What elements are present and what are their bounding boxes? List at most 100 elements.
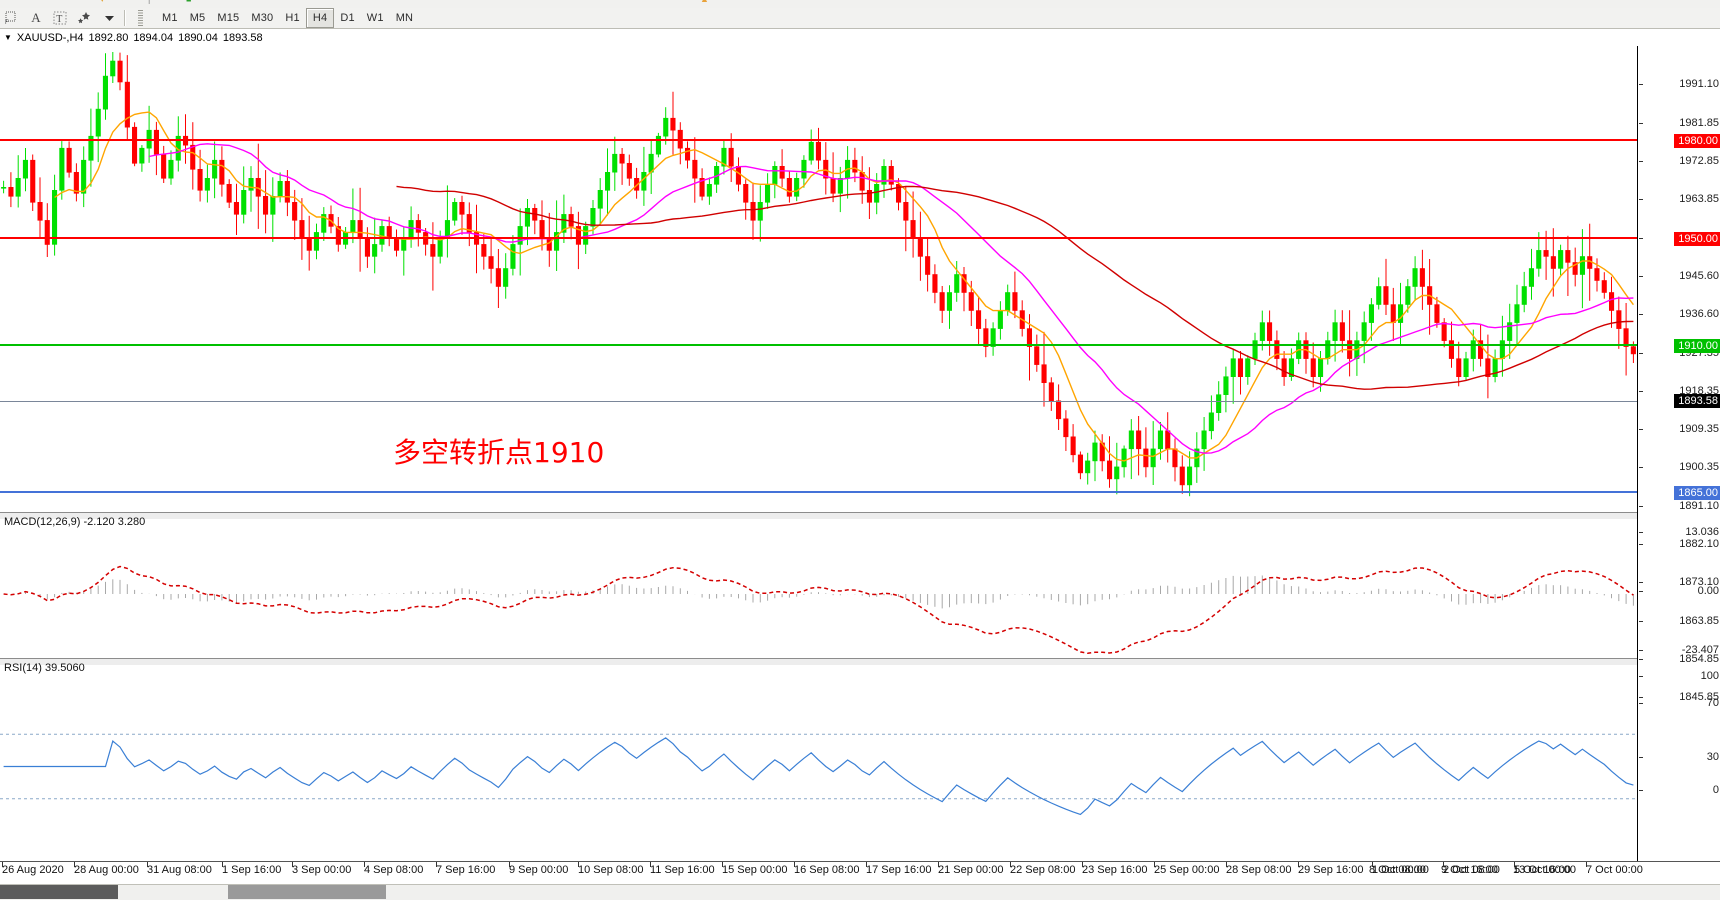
text-label-tool-icon[interactable]: T bbox=[49, 9, 71, 27]
time-tick bbox=[578, 862, 579, 867]
chart-menu-caret-icon[interactable]: ▼ bbox=[4, 33, 12, 42]
timeframe-mn[interactable]: MN bbox=[395, 12, 414, 24]
time-axis-label: 22 Sep 08:00 bbox=[1010, 864, 1076, 876]
level-line-1950[interactable] bbox=[0, 237, 1637, 239]
timeframe-w1[interactable]: W1 bbox=[366, 12, 384, 24]
time-tick bbox=[722, 862, 723, 867]
time-tick bbox=[1082, 862, 1083, 867]
objects-tool-icon[interactable] bbox=[73, 9, 97, 27]
price-tag-support-1865[interactable]: 1865.00 bbox=[1674, 486, 1720, 500]
time-tick bbox=[1010, 862, 1011, 867]
time-axis-label: 5 Oct 16:00 bbox=[1514, 864, 1571, 876]
price-tick bbox=[1639, 84, 1643, 85]
timeframe-h4[interactable]: H4 bbox=[305, 8, 335, 28]
time-tick bbox=[222, 862, 223, 867]
crosshair-icon[interactable]: F bbox=[1, 9, 23, 27]
macd-panel-header-band bbox=[0, 513, 1637, 519]
scale-tick bbox=[1639, 650, 1643, 651]
price-tag-current-price[interactable]: 1893.58 bbox=[1674, 394, 1720, 408]
time-axis-label: 31 Aug 08:00 bbox=[147, 864, 212, 876]
macd-scale-bottom: -23.407 bbox=[1681, 644, 1719, 656]
price-tick bbox=[1639, 276, 1643, 277]
chart-area[interactable]: 多空转折点1910 MACD(12,26,9) -2.120 3.280 RSI… bbox=[0, 46, 1720, 861]
time-tick bbox=[866, 862, 867, 867]
time-axis-label: 1 Sep 16:00 bbox=[222, 864, 282, 876]
time-axis[interactable]: 26 Aug 2020 28 Aug 00:00 31 Aug 08:00 1 Sep… bbox=[0, 861, 1720, 886]
timeframe-m15[interactable]: M15 bbox=[217, 12, 240, 24]
timeframe-m1[interactable]: M1 bbox=[162, 12, 178, 24]
chart-plot-surface[interactable]: 多空转折点1910 MACD(12,26,9) -2.120 3.280 RSI… bbox=[0, 46, 1637, 861]
time-tick bbox=[1372, 862, 1373, 867]
time-axis-label: 15 Sep 00:00 bbox=[722, 864, 788, 876]
macd-indicator-label: MACD(12,26,9) -2.120 3.280 bbox=[4, 516, 146, 528]
price-tag-resistance-1980[interactable]: 1980.00 bbox=[1674, 134, 1720, 148]
time-axis-label: 7 Oct 00:00 bbox=[1586, 864, 1643, 876]
objects-dropdown-icon[interactable] bbox=[99, 9, 119, 27]
toolbar-main: F A T bbox=[0, 8, 1720, 29]
price-tick bbox=[1639, 659, 1643, 660]
time-axis-label: 11 Sep 16:00 bbox=[650, 864, 715, 876]
status-connection-segment bbox=[228, 885, 386, 899]
price-tick bbox=[1639, 238, 1643, 239]
time-axis-label: 7 Sep 16:00 bbox=[436, 864, 496, 876]
svg-text:T: T bbox=[56, 14, 62, 25]
time-axis-label: 16 Sep 08:00 bbox=[794, 864, 860, 876]
level-line-1980[interactable] bbox=[0, 139, 1637, 141]
time-axis-label: 21 Sep 00:00 bbox=[938, 864, 1004, 876]
macd-series bbox=[3, 565, 1634, 655]
time-axis-label: 4 Sep 08:00 bbox=[364, 864, 424, 876]
text-tool-icon[interactable]: A bbox=[31, 10, 41, 25]
timeframe-m5[interactable]: M5 bbox=[189, 12, 206, 24]
price-axis-label: 1900.35 bbox=[1679, 461, 1719, 473]
scale-tick bbox=[1639, 591, 1643, 592]
price-tag-resistance-1950[interactable]: 1950.00 bbox=[1674, 232, 1720, 246]
price-tick bbox=[1639, 199, 1643, 200]
price-axis-label: 1945.60 bbox=[1679, 270, 1719, 282]
time-tick bbox=[1298, 862, 1299, 867]
toolbar-divider bbox=[124, 10, 126, 26]
level-line-1865[interactable] bbox=[0, 491, 1637, 493]
timeframe-h1[interactable]: H1 bbox=[285, 12, 300, 24]
chart-annotation-text[interactable]: 多空转折点1910 bbox=[393, 436, 605, 469]
price-axis-label: 1873.10 bbox=[1679, 576, 1719, 588]
rsi-scale-70: 70 bbox=[1706, 697, 1719, 709]
price-tick bbox=[1639, 467, 1643, 468]
price-tick bbox=[1639, 314, 1643, 315]
price-axis-label: 1972.85 bbox=[1679, 155, 1719, 167]
time-tick bbox=[74, 862, 75, 867]
price-axis[interactable]: 1991.101981.851972.851963.851954.601945.… bbox=[1637, 46, 1720, 861]
symbol-ohlc-header: ▼ XAUUSD-,H4 1892.80 1894.04 1890.04 189… bbox=[0, 30, 1720, 46]
rsi-panel-header-band bbox=[0, 659, 1637, 665]
price-axis-label: 1936.60 bbox=[1679, 308, 1719, 320]
time-tick bbox=[364, 862, 365, 867]
time-tick bbox=[292, 862, 293, 867]
scale-tick bbox=[1639, 703, 1643, 704]
time-tick bbox=[436, 862, 437, 867]
timeframe-group: M1 M5 M15 M30 H1 H4 D1 W1 MN bbox=[156, 8, 419, 28]
time-axis-label: 25 Sep 00:00 bbox=[1154, 864, 1220, 876]
rsi-scale-100: 100 bbox=[1700, 670, 1719, 682]
timeframe-d1[interactable]: D1 bbox=[340, 12, 355, 24]
timeframe-m30[interactable]: M30 bbox=[251, 12, 274, 24]
toolbar-grip[interactable] bbox=[131, 9, 151, 27]
level-line-1910[interactable] bbox=[0, 344, 1637, 346]
price-axis-label: 1863.85 bbox=[1679, 615, 1719, 627]
price-tag-pivot-1910[interactable]: 1910.00 bbox=[1674, 339, 1720, 353]
time-tick bbox=[2, 862, 3, 867]
time-tick bbox=[509, 862, 510, 867]
status-hint-segment bbox=[0, 885, 118, 899]
scale-tick bbox=[1639, 790, 1643, 791]
rsi-scale-30: 30 bbox=[1706, 751, 1719, 763]
macd-scale-mid: 0.00 bbox=[1697, 585, 1719, 597]
price-axis-label: 1882.10 bbox=[1679, 538, 1719, 550]
time-tick bbox=[794, 862, 795, 867]
price-axis-label: 1918.35 bbox=[1679, 385, 1719, 397]
time-axis-label: 1 Oct 00:00 bbox=[1372, 864, 1429, 876]
scale-tick bbox=[1639, 676, 1643, 677]
macd-panel-top-separator bbox=[0, 512, 1637, 513]
time-axis-label: 3 Sep 00:00 bbox=[292, 864, 352, 876]
time-axis-label: 9 Sep 00:00 bbox=[509, 864, 569, 876]
time-axis-label: 13 Oct 00:00 bbox=[1513, 864, 1576, 876]
price-tick bbox=[1639, 621, 1643, 622]
